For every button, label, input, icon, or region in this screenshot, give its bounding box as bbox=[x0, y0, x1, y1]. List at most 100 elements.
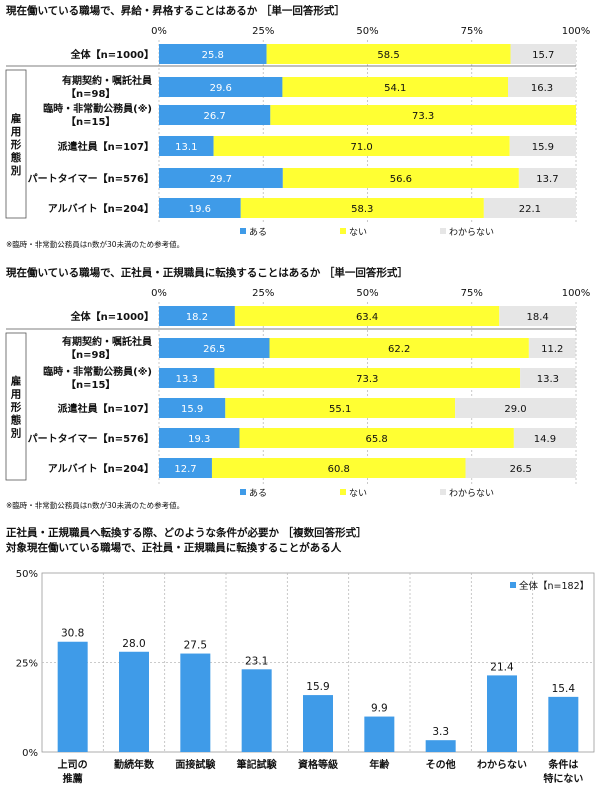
chart1-group-label-char: 別 bbox=[10, 164, 22, 177]
chart2-x-tick-label: 25% bbox=[252, 288, 274, 299]
chart2-group-label-char: 態 bbox=[11, 414, 22, 427]
chart3-category-label: 上司の bbox=[58, 758, 88, 771]
chart1-data-label: 22.1 bbox=[519, 204, 541, 215]
chart1-bar-wakaranai bbox=[483, 198, 576, 218]
chart1-legend-swatch bbox=[240, 228, 246, 234]
chart2-data-label: 18.2 bbox=[186, 312, 208, 323]
chart2-legend-swatch bbox=[240, 489, 246, 495]
chart3-subtitle: 対象現在働いている職場で、正社員・正規職員に転換することがある人 bbox=[5, 541, 342, 554]
chart2-data-label: 13.3 bbox=[176, 374, 198, 385]
chart1-data-label: 54.1 bbox=[384, 83, 406, 94]
chart1-data-label: 26.7 bbox=[204, 111, 226, 122]
chart1-group-label-char: 態 bbox=[11, 151, 22, 164]
chart2-x-tick-label: 75% bbox=[461, 288, 483, 299]
chart2-bar-aru bbox=[159, 368, 215, 388]
chart1-bar-nai bbox=[270, 105, 576, 125]
chart1-data-label: 16.3 bbox=[531, 83, 553, 94]
chart3-data-label: 3.3 bbox=[432, 726, 449, 738]
chart1-data-label: 71.0 bbox=[351, 142, 373, 153]
chart1-data-label: 73.3 bbox=[412, 111, 434, 122]
chart2-data-label: 73.3 bbox=[356, 374, 378, 385]
chart2-group-label-char: 雇 bbox=[11, 375, 22, 388]
chart3-category-label: 面接試験 bbox=[175, 758, 216, 771]
chart2-data-label: 15.9 bbox=[181, 404, 203, 415]
chart3-legend-swatch bbox=[510, 582, 516, 588]
chart2-legend-label: ある bbox=[249, 488, 267, 499]
chart1-bar-aru bbox=[159, 168, 283, 188]
chart1-data-label: 15.7 bbox=[532, 50, 554, 61]
chart3-category-label: 資格等級 bbox=[298, 758, 338, 771]
chart3-bar bbox=[303, 695, 333, 752]
chart2-data-label: 55.1 bbox=[329, 404, 351, 415]
chart2-bar-wakaranai bbox=[499, 306, 576, 326]
chart2-data-label: 29.0 bbox=[504, 404, 526, 415]
chart1-title: 現在働いている職場で、昇給・昇格することはあるか ［単一回答形式］ bbox=[6, 4, 345, 17]
chart2-data-label: 12.7 bbox=[174, 464, 196, 475]
chart3-data-label: 9.9 bbox=[371, 703, 388, 715]
chart3-category-label: 年齢 bbox=[369, 758, 390, 771]
chart1-bar-wakaranai bbox=[518, 168, 576, 188]
chart2-bar-aru bbox=[159, 398, 226, 418]
chart2-bar-wakaranai bbox=[528, 338, 576, 358]
chart2-bar-nai bbox=[234, 306, 500, 326]
chart2-bar-nai bbox=[239, 428, 514, 448]
chart1-group-label-char: 形 bbox=[11, 139, 22, 151]
chart2-data-label: 60.8 bbox=[328, 464, 350, 475]
chart3-y-tick-label: 0% bbox=[22, 748, 38, 759]
chart1-bar-nai bbox=[266, 44, 511, 64]
chart2-bar-nai bbox=[214, 368, 521, 388]
chart1-legend-swatch bbox=[440, 228, 446, 234]
chart2-bar-nai bbox=[225, 398, 456, 418]
chart1-bar-aru bbox=[159, 105, 271, 125]
chart2-data-label: 18.4 bbox=[527, 312, 549, 323]
chart1-category-label: 全体【n=1000】 bbox=[70, 48, 154, 61]
chart3-data-label: 15.4 bbox=[552, 683, 576, 695]
chart1-bar-wakaranai bbox=[510, 44, 576, 64]
chart3-data-label: 28.0 bbox=[122, 638, 145, 650]
chart2-data-label: 14.9 bbox=[534, 434, 556, 445]
chart1-category-label: 【n=15】 bbox=[66, 115, 115, 128]
chart1-group-label-char: 雇 bbox=[11, 112, 22, 125]
chart2-bar-nai bbox=[211, 458, 466, 478]
chart3-bar bbox=[241, 669, 272, 752]
chart2-bar-wakaranai bbox=[520, 368, 576, 388]
chart1-category-label: 【n=98】 bbox=[66, 87, 115, 100]
chart1-category-label: 有期契約・嘱託社員 bbox=[62, 74, 152, 87]
chart3-category-label: 勤続年数 bbox=[114, 758, 155, 771]
chart3-bar bbox=[364, 716, 395, 752]
chart2-bar-nai bbox=[269, 338, 529, 358]
chart2-data-label: 26.5 bbox=[510, 464, 532, 475]
chart1-legend-label: ない bbox=[349, 227, 367, 238]
chart1-group-label-char: 用 bbox=[10, 126, 22, 138]
chart3-data-label: 21.4 bbox=[490, 661, 514, 673]
chart2-legend-swatch bbox=[340, 489, 346, 495]
chart3-data-label: 27.5 bbox=[184, 640, 207, 652]
chart2-x-tick-label: 0% bbox=[151, 288, 167, 299]
chart2-data-label: 62.2 bbox=[388, 344, 410, 355]
chart1-bar-nai bbox=[282, 77, 509, 97]
chart1-bar-nai bbox=[240, 198, 484, 218]
chart2-x-tick-label: 100% bbox=[562, 288, 591, 299]
chart3-title: 正社員・正規職員へ転換する際、どのような条件が必要か ［複数回答形式］ bbox=[6, 526, 367, 539]
chart3-category-label: わからない bbox=[477, 759, 527, 771]
chart1-bar-aru bbox=[159, 136, 214, 156]
chart1-bar-aru bbox=[159, 198, 241, 218]
chart2-data-label: 19.3 bbox=[188, 434, 210, 445]
chart2-bar-wakaranai bbox=[465, 458, 576, 478]
chart3-bar bbox=[119, 651, 149, 752]
chart3-legend-label: 全体【n=182】 bbox=[519, 580, 589, 592]
chart1-group-box bbox=[5, 69, 27, 219]
chart2-x-tick-label: 50% bbox=[356, 288, 378, 299]
chart1-data-label: 13.7 bbox=[536, 174, 558, 185]
chart2-category-label: 【n=15】 bbox=[66, 378, 115, 391]
chart2-group-box bbox=[5, 332, 27, 481]
chart2-category-label: 有期契約・嘱託社員 bbox=[62, 335, 152, 348]
chart1-category-label: アルバイト【n=204】 bbox=[48, 202, 154, 215]
chart3-data-label: 23.1 bbox=[245, 655, 268, 667]
chart3-category-label: その他 bbox=[426, 758, 456, 771]
chart2-legend-swatch bbox=[440, 489, 446, 495]
chart1-bar-aru bbox=[159, 77, 283, 97]
chart3-bar bbox=[57, 641, 88, 752]
chart3-bar bbox=[180, 653, 211, 752]
